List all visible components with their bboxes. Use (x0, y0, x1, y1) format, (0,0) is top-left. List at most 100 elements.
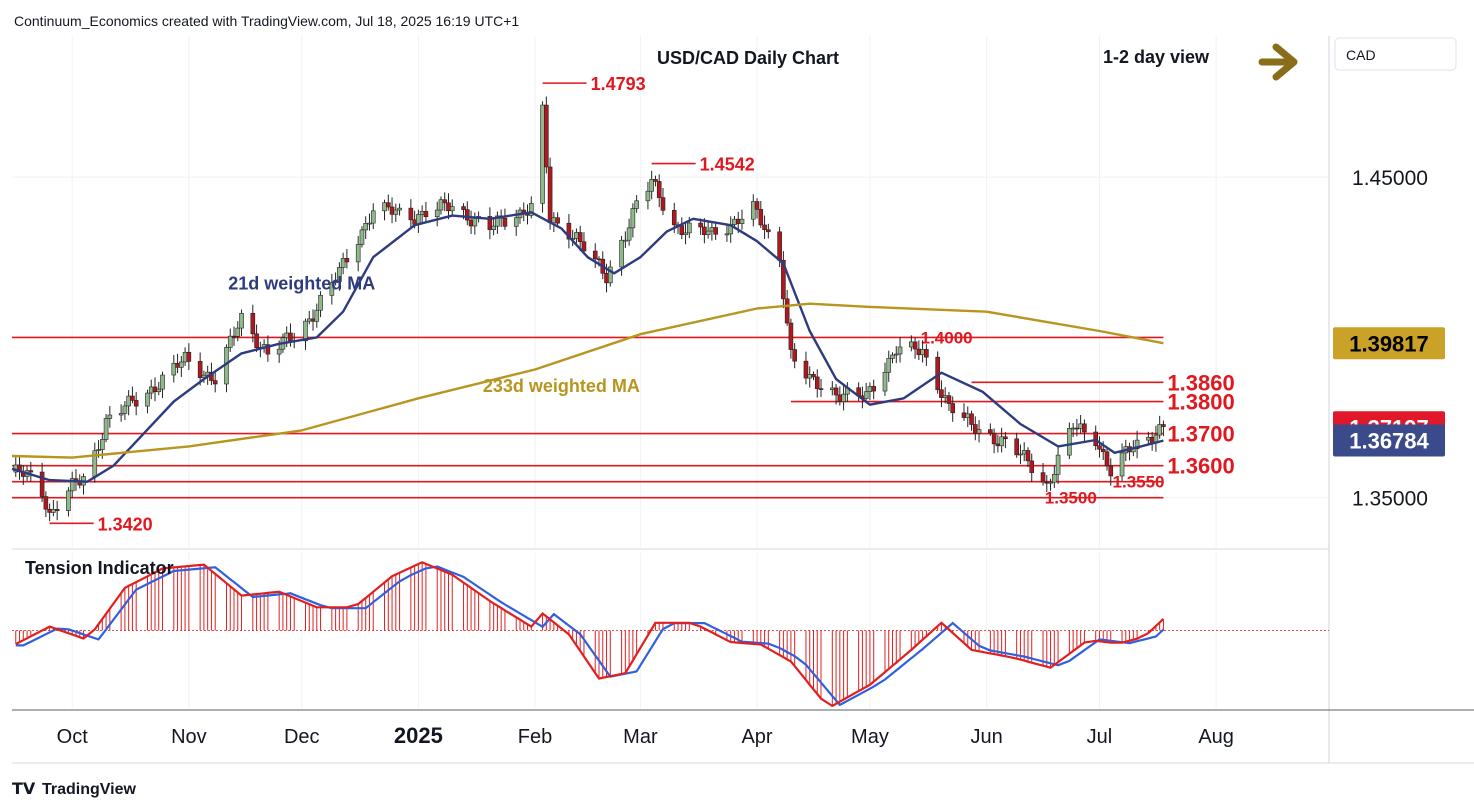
level-label: 1.3550 (1113, 473, 1165, 492)
candle (227, 328, 233, 353)
price-badge: 1.39817 (1333, 327, 1445, 360)
candle-body (649, 179, 654, 192)
candle (893, 346, 899, 364)
candle (145, 389, 150, 414)
candle-body (777, 231, 782, 261)
candle (265, 335, 271, 362)
candle (1157, 415, 1162, 439)
candle (577, 225, 583, 252)
candle-body (1100, 448, 1106, 453)
candle (363, 216, 369, 239)
tension-indicator-pane (12, 561, 1329, 708)
candle-body (179, 361, 184, 368)
x-tick-label: Nov (171, 726, 207, 748)
candle (781, 251, 786, 309)
candle (491, 217, 496, 236)
candle-body (619, 239, 624, 268)
candle-body (540, 104, 545, 204)
candle-body (1108, 465, 1114, 477)
callout-label: 1.3420 (98, 514, 153, 534)
candle-body (547, 166, 553, 224)
candle-body (1134, 439, 1140, 450)
candle (449, 199, 455, 216)
candle (160, 371, 165, 399)
candle-body (51, 509, 56, 513)
chart-title: USD/CAD Daily Chart (657, 48, 839, 68)
candle (212, 372, 218, 393)
candle-body (807, 374, 813, 379)
candle-body (333, 281, 338, 284)
candle-body (318, 295, 323, 311)
candle (133, 392, 139, 416)
candle-body (739, 218, 745, 224)
candle (924, 344, 929, 366)
candle (1067, 422, 1072, 460)
candle (1014, 432, 1019, 458)
candle-body (890, 354, 895, 359)
candle-body (724, 233, 730, 236)
currency-box[interactable]: CAD (1334, 37, 1457, 71)
candle-body (660, 197, 666, 211)
candle-body (871, 386, 876, 392)
candle-body (160, 374, 165, 390)
candle-body (276, 348, 282, 355)
x-tick-label: Dec (284, 726, 320, 748)
candle-body (555, 217, 560, 224)
candle-body (495, 215, 500, 227)
candle-body (227, 335, 233, 348)
candle (130, 386, 135, 404)
candle-body (39, 471, 45, 497)
candle-body (148, 386, 154, 394)
candle-body (1146, 436, 1151, 441)
candle (359, 226, 365, 248)
candle-body (814, 376, 820, 389)
candle-body (250, 312, 256, 335)
candle (750, 194, 756, 227)
candle (871, 379, 876, 400)
candle (528, 196, 534, 219)
series-233d-weighted-ma (11, 302, 1164, 459)
candle (1040, 463, 1046, 486)
candle (988, 423, 993, 436)
candle-body (43, 496, 49, 510)
candle-body (607, 266, 613, 284)
candle-body (235, 327, 241, 337)
candle (544, 96, 549, 174)
candle-body (1048, 481, 1053, 484)
candle-body (581, 241, 587, 252)
candle (863, 382, 869, 404)
candle-body (886, 358, 892, 373)
candle-body (653, 179, 658, 182)
indicator-slow-line (15, 565, 1165, 707)
candle (792, 343, 797, 369)
candle (803, 351, 809, 385)
candle-body (702, 226, 707, 235)
candle-body (465, 209, 470, 221)
candle-body (687, 222, 692, 234)
candle-body (544, 104, 549, 168)
candle-body (626, 227, 632, 241)
candle (367, 213, 372, 231)
candle (897, 337, 903, 363)
candle (465, 201, 470, 226)
candle (566, 213, 572, 249)
tradingview-logo[interactable]: 𝗧𝗩 TradingView (12, 781, 137, 798)
candle-body (310, 318, 316, 322)
candle-body (133, 400, 139, 407)
candle-body (867, 386, 873, 392)
level-label: 1.3800 (1167, 390, 1234, 415)
candle-body (1003, 436, 1008, 440)
candle (329, 273, 335, 305)
candle-body (969, 413, 974, 425)
candle (950, 396, 956, 422)
candle-body (781, 259, 786, 300)
candle (634, 195, 639, 213)
candle-body (47, 508, 52, 513)
candle (547, 157, 553, 230)
candle-body (502, 217, 508, 227)
candle (442, 192, 448, 212)
candle (1018, 444, 1023, 464)
candle-body (1067, 428, 1072, 456)
x-tick-label: Mar (623, 726, 658, 748)
candle (912, 337, 918, 359)
